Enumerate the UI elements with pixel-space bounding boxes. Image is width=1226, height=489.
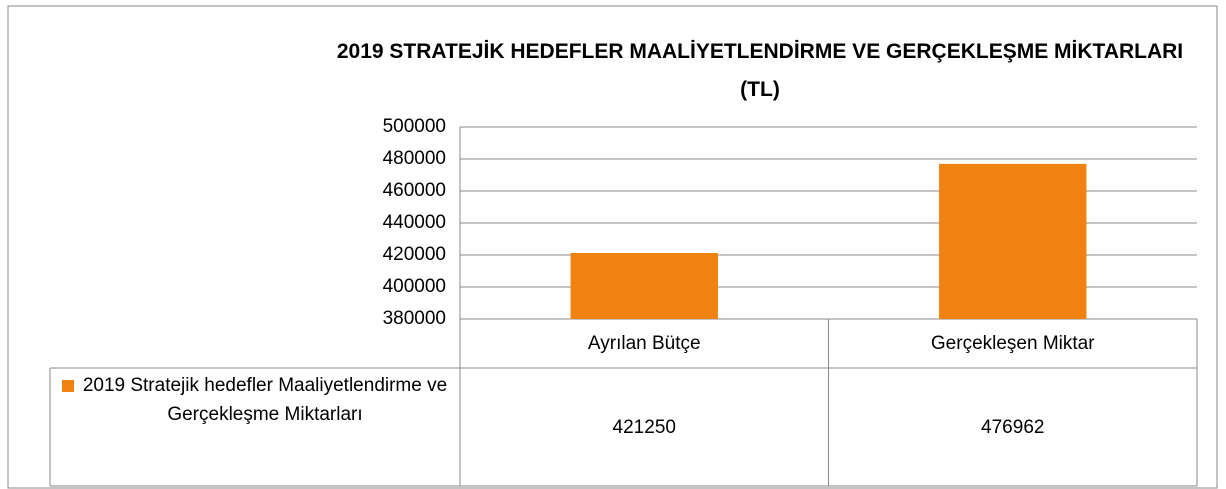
y-tick-label: 380000 bbox=[383, 308, 446, 329]
bar bbox=[939, 163, 1087, 319]
legend-label: 2019 Stratejik hedefler Maaliyetlendirme… bbox=[82, 375, 448, 425]
chart-title: 2019 STRATEJİK HEDEFLER MAALİYETLENDİRME… bbox=[336, 40, 1184, 101]
y-tick-label: 480000 bbox=[383, 148, 446, 169]
table-value: 476962 bbox=[981, 417, 1044, 438]
y-tick-label: 420000 bbox=[383, 244, 446, 265]
table-value: 421250 bbox=[613, 417, 676, 438]
legend-swatch bbox=[62, 380, 74, 392]
y-tick-label: 500000 bbox=[383, 116, 446, 137]
x-tick-label: Gerçekleşen Miktar bbox=[931, 333, 1095, 354]
chart-frame bbox=[7, 5, 1218, 489]
bar bbox=[570, 253, 718, 319]
y-tick-label: 460000 bbox=[383, 180, 446, 201]
x-tick-label: Ayrılan Bütçe bbox=[588, 333, 701, 354]
y-tick-label: 400000 bbox=[383, 276, 446, 297]
y-tick-label: 440000 bbox=[383, 212, 446, 233]
